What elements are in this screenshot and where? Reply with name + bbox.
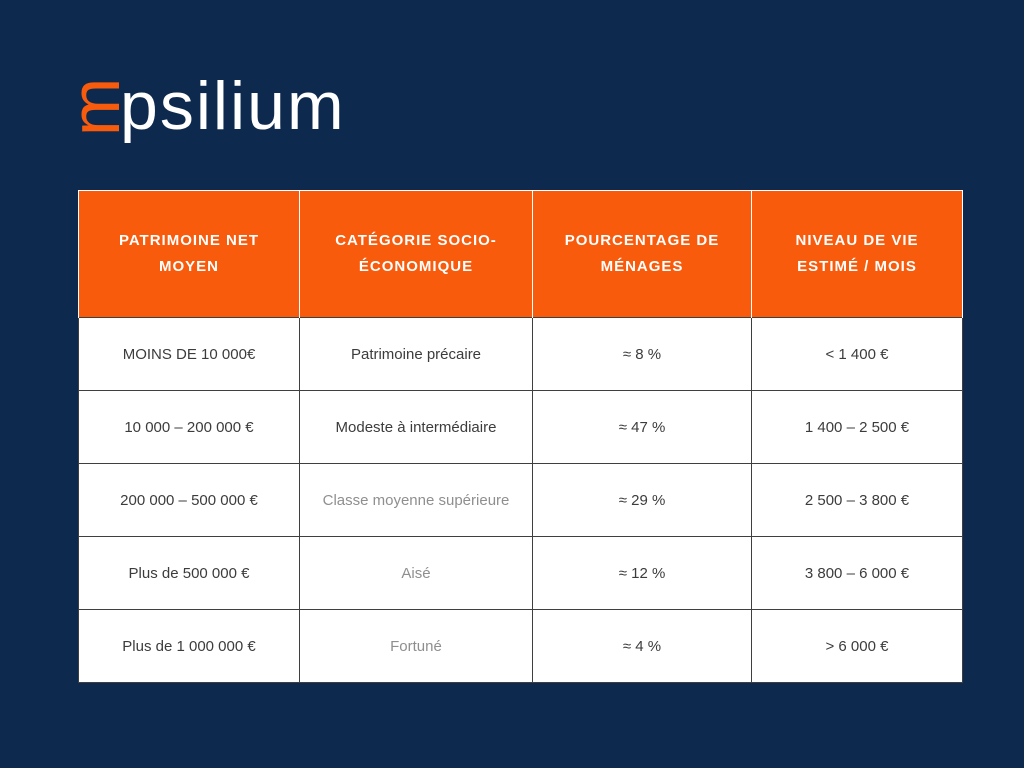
table-cell: > 6 000 € xyxy=(751,609,963,683)
table-cell: Modeste à intermédiaire xyxy=(299,390,533,464)
column-header-pourcentage: POURCENTAGE DE MÉNAGES xyxy=(532,190,752,318)
column-header-patrimoine: PATRIMOINE NET MOYEN xyxy=(78,190,300,318)
column-header-categorie: CATÉGORIE SOCIO-ÉCONOMIQUE xyxy=(299,190,533,318)
table-cell: Plus de 500 000 € xyxy=(78,536,300,610)
table-cell: 1 400 – 2 500 € xyxy=(751,390,963,464)
table-cell: Classe moyenne supérieure xyxy=(299,463,533,537)
table-cell: ≈ 8 % xyxy=(532,317,752,391)
table-cell: 200 000 – 500 000 € xyxy=(78,463,300,537)
logo: m psilium xyxy=(56,64,346,148)
table-cell: Plus de 1 000 000 € xyxy=(78,609,300,683)
table-cell: Fortuné xyxy=(299,609,533,683)
table-cell: 10 000 – 200 000 € xyxy=(78,390,300,464)
table-cell: < 1 400 € xyxy=(751,317,963,391)
column-header-niveau-de-vie: NIVEAU DE VIE ESTIMÉ / MOIS xyxy=(751,190,963,318)
table-cell: 3 800 – 6 000 € xyxy=(751,536,963,610)
table-cell: Aisé xyxy=(299,536,533,610)
table-cell: ≈ 47 % xyxy=(532,390,752,464)
table-row: Plus de 500 000 € Aisé ≈ 12 % 3 800 – 6 … xyxy=(78,536,963,610)
logo-text: psilium xyxy=(120,68,346,144)
table-row: Plus de 1 000 000 € Fortuné ≈ 4 % > 6 00… xyxy=(78,609,963,683)
table-row: MOINS DE 10 000€ Patrimoine précaire ≈ 8… xyxy=(78,317,963,391)
table-row: 200 000 – 500 000 € Classe moyenne supér… xyxy=(78,463,963,537)
table-cell: ≈ 29 % xyxy=(532,463,752,537)
wealth-table: PATRIMOINE NET MOYEN CATÉGORIE SOCIO-ÉCO… xyxy=(78,190,963,683)
table-cell: ≈ 4 % xyxy=(532,609,752,683)
table-cell: MOINS DE 10 000€ xyxy=(78,317,300,391)
logo-epsilon-icon: m xyxy=(56,77,134,137)
table-cell: 2 500 – 3 800 € xyxy=(751,463,963,537)
table-cell: ≈ 12 % xyxy=(532,536,752,610)
table-row: 10 000 – 200 000 € Modeste à intermédiai… xyxy=(78,390,963,464)
table-header-row: PATRIMOINE NET MOYEN CATÉGORIE SOCIO-ÉCO… xyxy=(78,190,963,318)
table-cell: Patrimoine précaire xyxy=(299,317,533,391)
